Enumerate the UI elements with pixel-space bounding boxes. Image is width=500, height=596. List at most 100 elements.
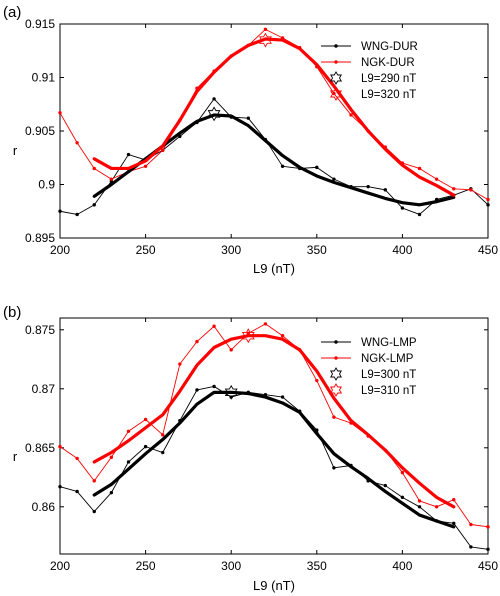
legend-label: WNG-LMP [361,337,417,349]
data-point [280,164,285,169]
legend-label: L9=290 nT [361,73,416,85]
data-point [143,417,148,422]
x-axis-ticks: 200 250 300 350 400 450 [50,24,498,257]
data-point [486,203,490,207]
y-tick-label: 0.86 [32,500,56,514]
data-point [195,388,199,392]
data-point [58,111,62,115]
y-axis-label: r [13,449,18,464]
y-tick-label: 0.91 [32,71,56,85]
data-point [212,97,216,101]
data-point [75,141,79,145]
data-point [92,203,96,207]
plot-area [59,23,489,239]
y-axis-label: r [13,143,18,158]
data-point [212,384,216,389]
data-point [417,166,422,171]
data-point [452,498,456,502]
peak-star-marker [207,106,221,122]
data-point [383,483,387,488]
data-point [109,490,114,495]
data-point [126,429,131,433]
data-point [195,339,199,344]
y-tick-label: 0.905 [25,124,55,138]
data-point [315,378,319,383]
data-point [332,466,336,470]
data-point [332,415,336,419]
smoothed-series-line [92,390,456,529]
legend-star-swatch [330,71,342,85]
data-point [178,362,182,366]
x-tick-label: 300 [221,559,241,573]
data-point [280,334,285,338]
panel-b: (b) 200 250 300 350 400 450 0.86 0.865 0.87 0.87… [3,304,498,593]
data-point [161,450,165,455]
data-point [417,499,422,503]
data-point [143,164,148,169]
legend-marker-swatch [334,44,338,48]
data-point [349,113,353,117]
x-tick-label: 200 [50,243,70,257]
data-point [109,177,114,181]
smoothed-series-line [92,37,456,197]
data-point [486,547,490,551]
x-tick-label: 350 [307,243,327,257]
series-line [59,98,489,215]
data-point [75,456,79,461]
legend-label: L9=310 nT [361,385,416,397]
data-point [469,188,473,192]
legend-star-swatch [330,367,342,381]
data-point [161,148,165,152]
y-axis-ticks: 0.895 0.9 0.905 0.91 0.915 [25,17,488,245]
legend: WNG-LMP NGK-LMP L9=300 nT L9=310 nT [321,337,417,397]
legend-marker-swatch [334,356,338,360]
data-point [143,444,148,449]
legend-label: NGK-LMP [361,353,414,365]
y-tick-label: 0.875 [25,323,55,337]
data-point [109,455,114,459]
y-tick-label: 0.915 [25,17,55,31]
series-line [59,385,489,550]
x-tick-label: 250 [136,559,156,573]
data-point [486,197,490,202]
data-point [58,209,62,213]
y-tick-label: 0.895 [25,231,55,245]
x-axis-label: L9 (nT) [253,261,295,276]
y-tick-label: 0.9 [38,178,55,192]
data-point [92,509,96,514]
plot-area [59,317,489,555]
x-axis-label: L9 (nT) [253,578,295,593]
panel-label: (b) [3,304,21,321]
data-point [58,485,62,489]
legend-star-swatch [330,87,342,101]
data-point [400,470,405,475]
panel-label: (a) [3,4,21,21]
data-point [434,505,439,509]
data-point [212,324,216,328]
data-point [75,212,79,217]
legend-label: WNG-DUR [361,41,418,53]
data-point [332,91,336,96]
data-point [246,116,251,120]
x-tick-label: 450 [478,243,498,257]
legend-marker-swatch [334,60,338,64]
legend-label: L9=320 nT [361,89,416,101]
x-tick-label: 250 [136,243,156,257]
plot-series [58,322,490,551]
series-line [59,323,489,528]
legend-label: L9=300 nT [361,369,416,381]
data-point [75,489,79,494]
data-point [126,460,131,464]
data-point [280,395,285,399]
x-tick-label: 350 [307,559,327,573]
panel-a: (a) 200 250 300 350 400 450 0.895 0.9 0.905 0.91… [3,4,498,276]
peak-star-marker [241,328,255,344]
smoothed-series-line [92,334,456,509]
data-point [452,187,456,191]
x-tick-label: 300 [221,243,241,257]
data-point [417,212,422,217]
data-point [400,495,405,500]
legend: WNG-DUR NGK-DUR L9=290 nT L9=320 nT [321,41,418,101]
data-point [417,505,422,509]
